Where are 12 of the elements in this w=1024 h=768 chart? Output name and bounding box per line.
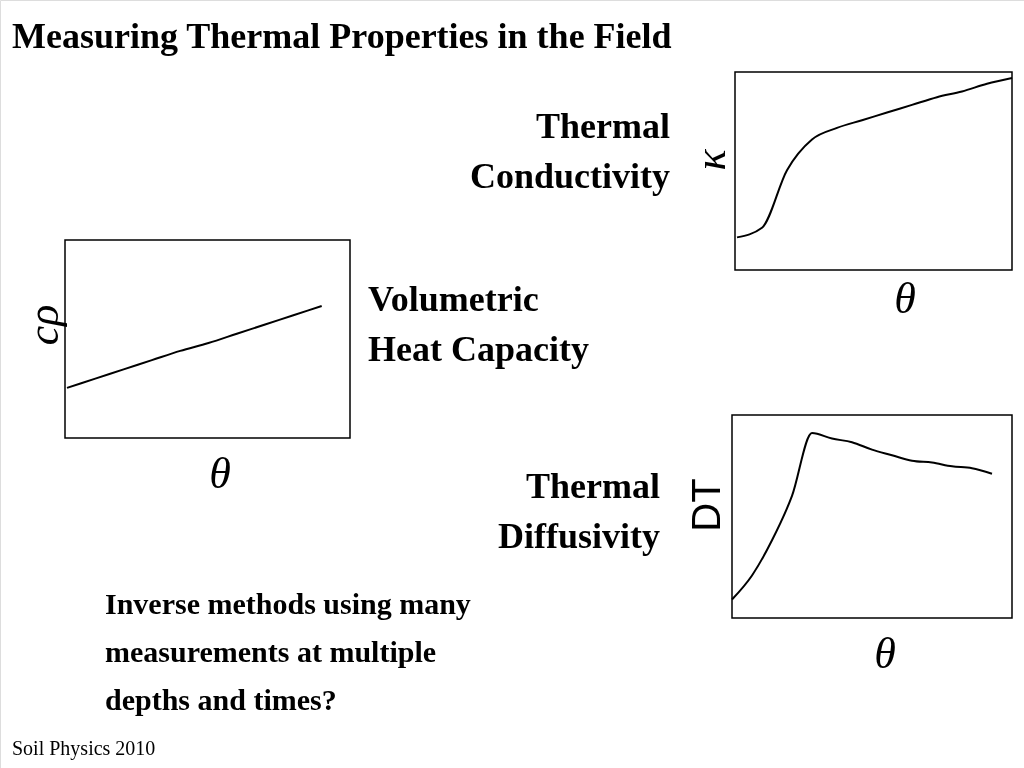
x-axis-title: θ xyxy=(874,629,896,678)
text: Soil Physics 2010 xyxy=(12,737,156,760)
y-axis-title: DT xyxy=(684,478,728,532)
text: Thermal Conductivity xyxy=(469,106,670,196)
y-axis-title: κ xyxy=(686,148,735,171)
x-axis-title: θ xyxy=(894,274,916,323)
y-axis-title: cρ xyxy=(19,304,68,346)
text: Measuring Thermal Properties in the Field xyxy=(12,16,672,56)
x-axis-title: θ xyxy=(209,449,231,498)
text: Inverse methods using many measurements at multiple depths and times? xyxy=(105,587,471,716)
text: Thermal Diffusivity xyxy=(498,466,660,556)
text: Volumetric Heat Capacity xyxy=(368,279,589,369)
